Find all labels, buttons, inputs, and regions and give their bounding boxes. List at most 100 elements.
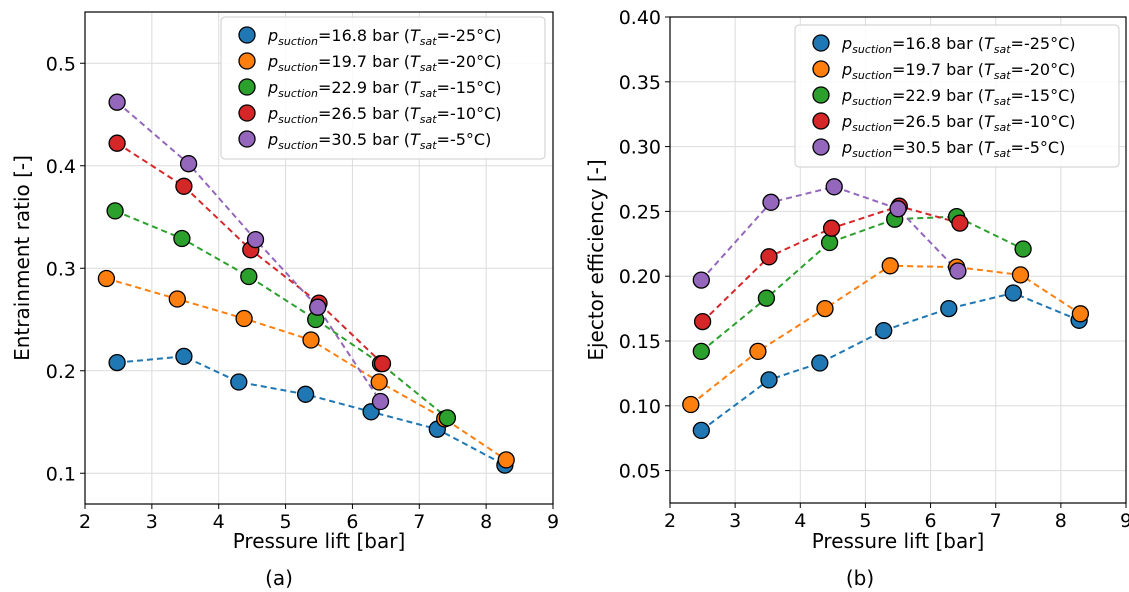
legend-subscript: sat [994,69,1011,82]
legend-pressure: =19.7 bar ( [318,52,410,71]
legend-p-symbol: p [841,60,852,79]
legend-pressure: =16.8 bar ( [318,26,410,45]
legend-subscript: sat [420,139,437,152]
x-tick-label: 9 [547,511,559,533]
legend-pressure: =30.5 bar ( [318,130,410,149]
data-point [108,353,126,372]
legend-label: psuction=19.7 bar (Tsat=-20°C) [841,60,1076,82]
x-tick-label: 4 [213,511,225,533]
x-tick-label: 3 [729,510,741,532]
data-point [1011,266,1030,284]
legend-subscript: sat [420,61,437,74]
y-axis-label: Ejector efficiency [-] [584,159,608,360]
legend-subscript: suction [852,121,892,134]
legend: psuction=16.8 bar (Tsat=-25°C)psuction=1… [794,24,1120,168]
legend-subscript: suction [852,95,892,108]
legend-temperature: =-25°C) [437,26,502,45]
legend-temperature: =-5°C) [437,130,492,149]
y-tick-label: 0.20 [619,266,661,288]
legend-marker [238,26,256,44]
legend-subscript: suction [852,69,892,82]
data-point [682,395,700,414]
legend-marker [238,78,256,96]
legend-box [794,24,1120,168]
legend-label: psuction=19.7 bar (Tsat=-20°C) [267,52,502,74]
chart-panel-1: 2 3 4 5 6 7 8 9 0.1 0.2 0.3 0.4 0.5 Pressure lift [ba… [10,11,559,590]
legend-marker [238,52,256,70]
x-tick-label: 7 [413,511,425,533]
x-axis-label: Pressure lift [bar] [233,529,406,553]
y-tick-label: 0.35 [619,72,661,94]
legend-marker [812,112,830,130]
legend-t-symbol: T [410,104,421,123]
data-point [302,331,320,349]
legend-pressure: =19.7 bar ( [892,60,984,79]
data-point [438,409,457,427]
data-point [1014,240,1032,258]
legend-subscript: sat [420,35,437,48]
y-tick-label: 0.4 [46,156,76,178]
x-tick-label: 8 [480,511,492,533]
legend-temperature: =-20°C) [437,52,502,71]
legend-t-symbol: T [984,112,995,131]
x-tick-label: 2 [664,510,676,532]
x-tick-label: 2 [79,511,91,533]
legend-label: psuction=16.8 bar (Tsat=-25°C) [267,26,502,48]
legend-t-symbol: T [410,78,421,97]
legend-subscript: suction [278,139,318,152]
data-point [889,200,907,218]
y-tick-label: 0.30 [619,137,661,159]
data-point [497,451,515,469]
series-line-3 [700,215,1024,353]
legend-t-symbol: T [410,52,421,71]
data-point [760,248,778,266]
legend-pressure: =22.9 bar ( [892,86,984,105]
legend-label: psuction=22.9 bar (Tsat=-15°C) [267,78,502,100]
data-point [820,233,839,252]
legend-marker [812,138,830,156]
y-tick-label: 0.3 [46,258,76,280]
x-tick-label: 5 [280,511,292,533]
legend-t-symbol: T [984,60,995,79]
y-axis-label: Entrainment ratio [-] [10,155,34,361]
data-point [749,342,767,361]
data-point [1004,284,1022,302]
legend-temperature: =-10°C) [1011,112,1076,131]
data-point [822,219,841,237]
data-point [168,290,186,308]
legend: psuction=16.8 bar (Tsat=-25°C) psuction=1… [220,16,546,160]
data-point [951,214,969,232]
data-point [940,299,958,318]
y-tick-label: 0.10 [619,396,661,418]
y-tick-label: 0.40 [619,7,661,29]
legend-pressure: =26.5 bar ( [892,112,984,131]
data-point [370,373,388,391]
legend-label: psuction=16.8 bar (Tsat=-25°C) [841,34,1076,56]
legend-subscript: suction [278,113,318,126]
data-point [240,267,258,286]
y-tick-label: 0.15 [619,331,661,353]
legend-t-symbol: T [984,138,995,157]
x-tick-label: 3 [146,511,158,533]
x-tick-label: 6 [346,511,358,533]
legend-marker [812,34,830,52]
y-tick-label: 0.05 [619,461,661,483]
data-point [692,421,710,440]
legend-t-symbol: T [984,86,995,105]
legend-pressure: =30.5 bar ( [892,138,984,157]
data-point [816,299,834,318]
data-point [825,178,843,196]
data-point [692,342,710,361]
data-point [175,347,193,366]
plot-frame [669,16,1127,504]
legend-marker [238,130,256,148]
legend-subscript: suction [278,61,318,74]
x-tick-label: 8 [1055,510,1067,532]
plot-frame [84,11,554,505]
legend-label: psuction=26.5 bar (Tsat=-10°C) [841,112,1076,134]
x-tick-label: 6 [925,510,937,532]
x-axis-label: Pressure lift [bar] [812,529,985,553]
data-point [949,262,967,280]
legend-t-symbol: T [984,34,995,53]
